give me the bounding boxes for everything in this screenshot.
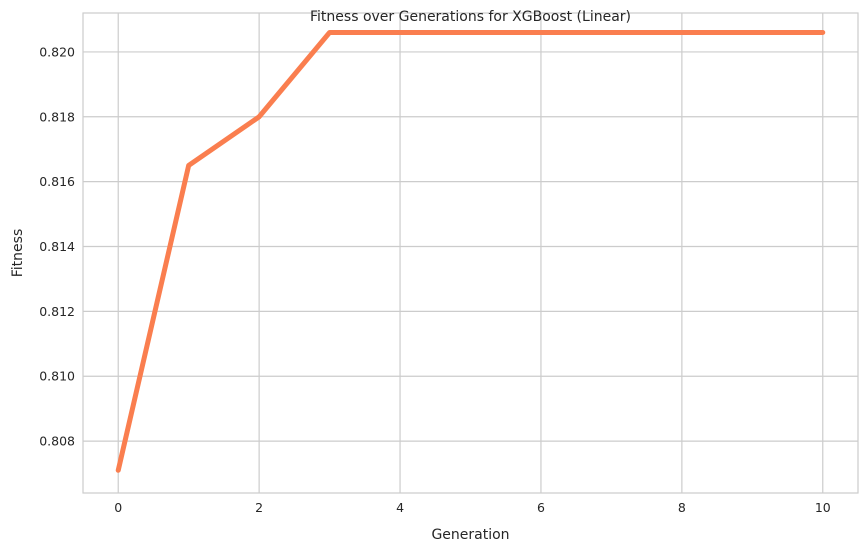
x-tick-label: 10 <box>815 500 831 515</box>
y-tick-label: 0.816 <box>39 174 75 189</box>
x-axis-label: Generation <box>431 527 509 543</box>
chart-title: Fitness over Generations for XGBoost (Li… <box>310 9 631 25</box>
y-tick-label: 0.810 <box>39 369 75 384</box>
x-tick-label: 8 <box>678 500 686 515</box>
x-tick-label: 0 <box>114 500 122 515</box>
x-tick-label: 6 <box>537 500 545 515</box>
y-tick-label: 0.820 <box>39 44 75 59</box>
tick-labels: 0 2 4 6 8 10 0.808 0.810 0.812 0.814 0.816 0.818 0.8… <box>39 44 831 515</box>
y-tick-label: 0.812 <box>39 304 75 319</box>
y-axis-label: Fitness <box>10 229 26 278</box>
fitness-series-line <box>115 29 826 473</box>
series-lines <box>115 29 826 473</box>
grid-lines <box>83 13 858 493</box>
y-tick-label: 0.818 <box>39 109 75 124</box>
plot-area <box>82 12 859 494</box>
x-tick-label: 2 <box>255 500 263 515</box>
y-tick-label: 0.814 <box>39 239 75 254</box>
y-tick-label: 0.808 <box>39 434 75 449</box>
x-tick-label: 4 <box>396 500 404 515</box>
